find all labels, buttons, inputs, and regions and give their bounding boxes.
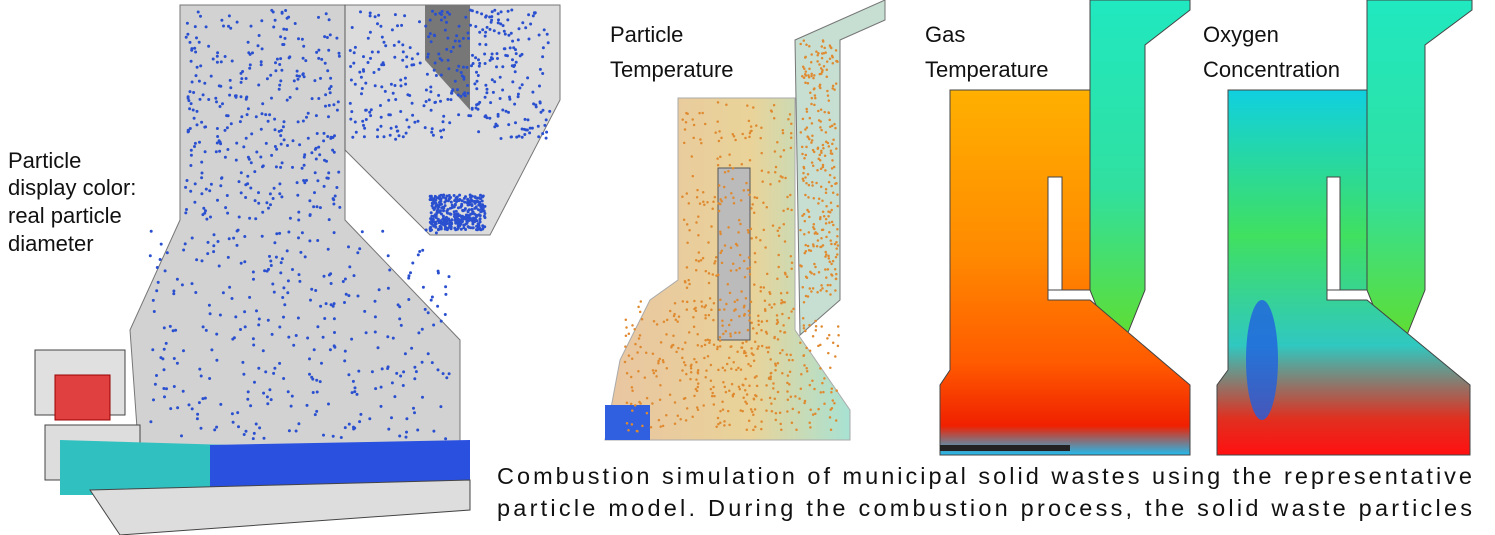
left-label: real particle [8,203,122,228]
caption-line: particle model. During the combustion pr… [497,495,1472,521]
panel-label: Particle [610,22,683,47]
left-label: diameter [8,231,94,256]
panel-label: Temperature [925,57,1049,82]
particle-temperature-panel [604,0,886,441]
particles [148,8,552,441]
panel-label: Oxygen [1203,22,1279,47]
left-furnace [34,4,561,535]
gas-temperature-panel [939,0,1191,456]
oxygen-panel [1216,0,1473,456]
panel-label: Temperature [610,57,734,82]
particles [623,39,840,433]
panel-label: Gas [925,22,965,47]
panel-label: Concentration [1203,57,1340,82]
left-label: Particle [8,148,81,173]
caption-line: Combustion simulation of municipal solid… [497,463,1472,489]
left-label: display color: [8,175,136,200]
